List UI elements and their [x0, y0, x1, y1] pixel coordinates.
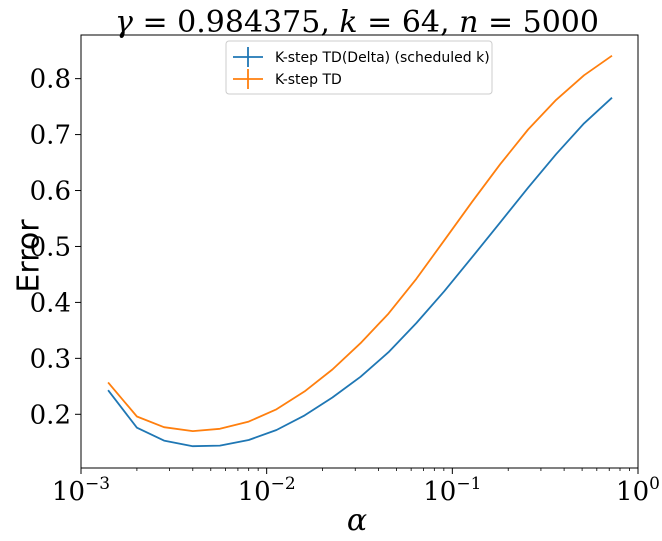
y-axis-label: Error — [12, 219, 47, 293]
y-tick-label: 0.2 — [30, 400, 71, 430]
legend-box — [225, 40, 493, 95]
y-tick-label: 0.7 — [30, 121, 71, 151]
y-tick-label: 0.4 — [30, 288, 71, 318]
x-tick-label: 10−3 — [52, 474, 110, 507]
y-tick-label: 0.8 — [30, 65, 71, 95]
series-line-0 — [107, 97, 613, 448]
y-tick-label: 0.5 — [30, 232, 71, 262]
y-axis: 0.2 0.3 0.4 0.5 0.6 0.7 0.8 — [30, 65, 81, 430]
chart-title: γ = 0.984375, k = 64, n = 5000 — [115, 5, 599, 40]
y-tick-label: 0.6 — [30, 177, 71, 207]
x-tick-label: 100 — [616, 474, 660, 507]
series-group — [107, 54, 613, 448]
legend-label-delta: K-step TD(Delta) (scheduled k) — [275, 50, 490, 66]
x-axis-label: α — [347, 503, 367, 538]
series-line-1 — [107, 54, 613, 433]
plot-area — [80, 34, 639, 469]
legend-label-kstep: K-step TD — [275, 72, 342, 88]
x-tick-label: 10−1 — [423, 474, 481, 507]
y-tick-label: 0.3 — [30, 344, 71, 374]
legend: K-step TD(Delta) (scheduled k) K-step TD — [225, 40, 493, 95]
x-axis: 10−3 10−2 10−1 100 — [52, 468, 660, 507]
x-tick-label: 10−2 — [238, 474, 296, 507]
